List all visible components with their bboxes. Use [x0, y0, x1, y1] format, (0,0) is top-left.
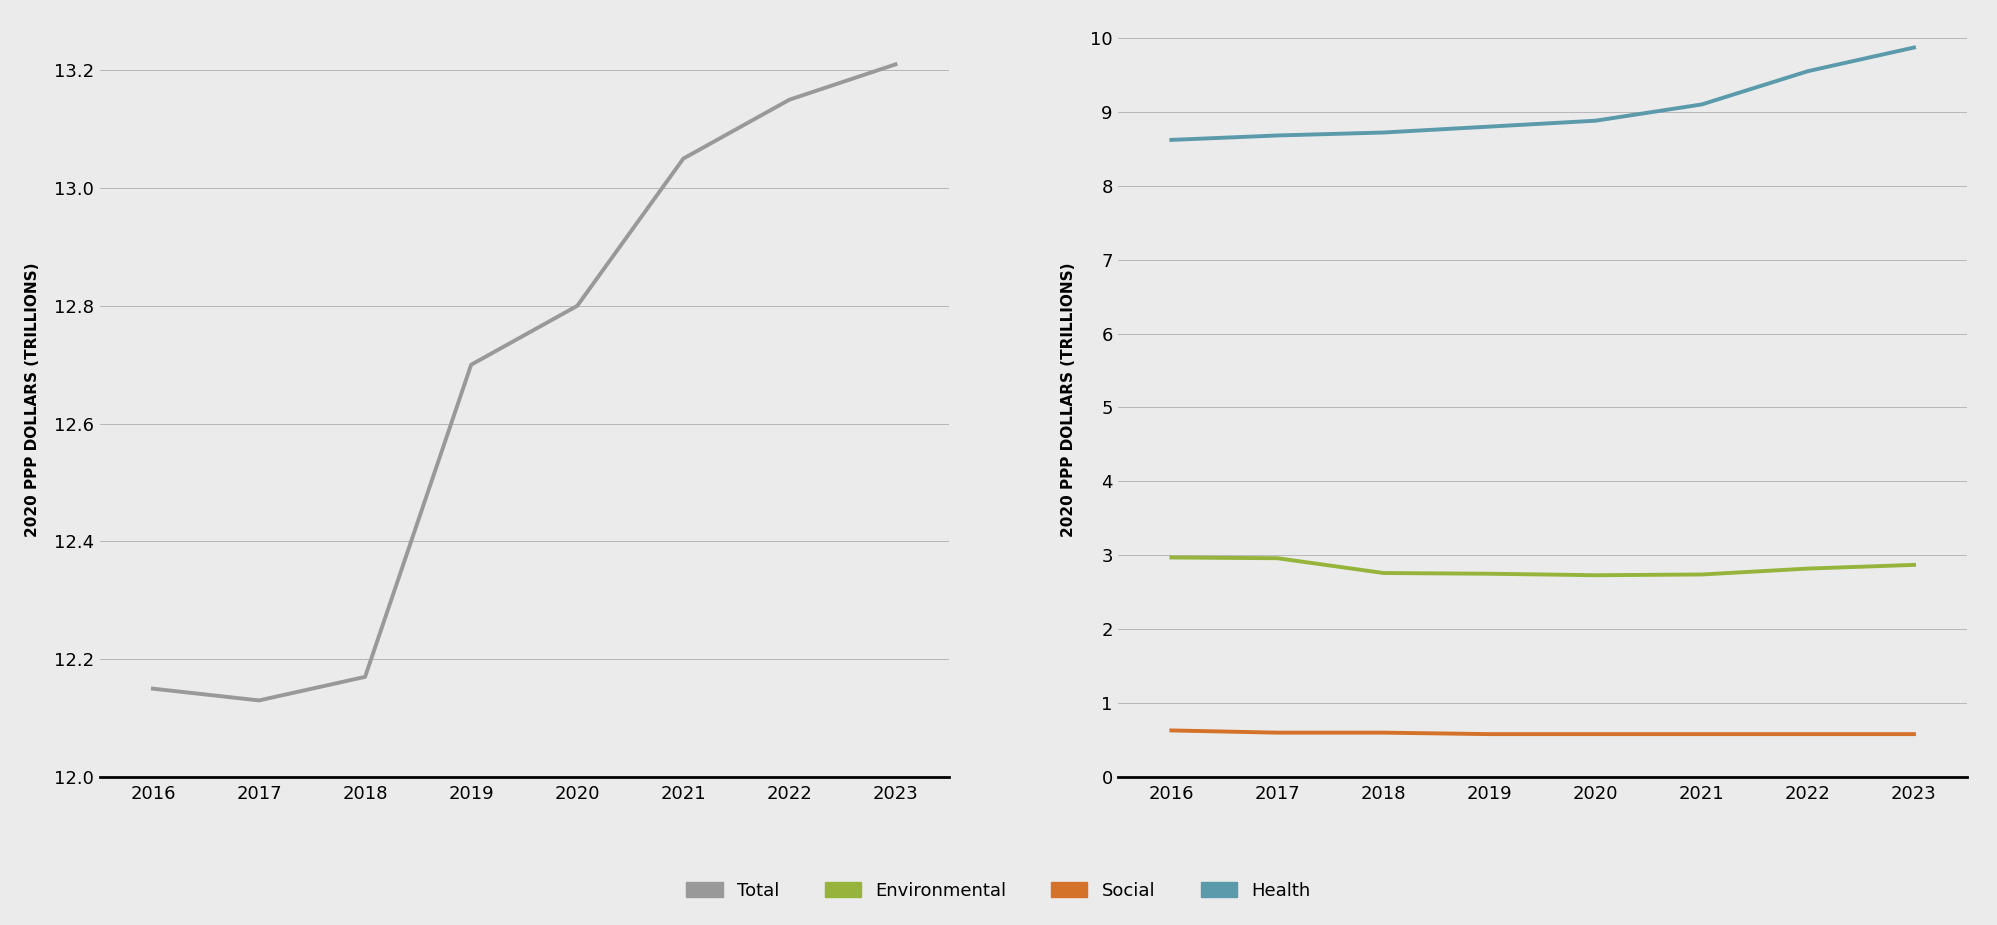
Y-axis label: 2020 PPP DOLLARS (TRILLIONS): 2020 PPP DOLLARS (TRILLIONS)	[26, 263, 40, 537]
Y-axis label: 2020 PPP DOLLARS (TRILLIONS): 2020 PPP DOLLARS (TRILLIONS)	[1060, 263, 1076, 537]
Legend: Total, Environmental, Social, Health: Total, Environmental, Social, Health	[679, 874, 1318, 906]
